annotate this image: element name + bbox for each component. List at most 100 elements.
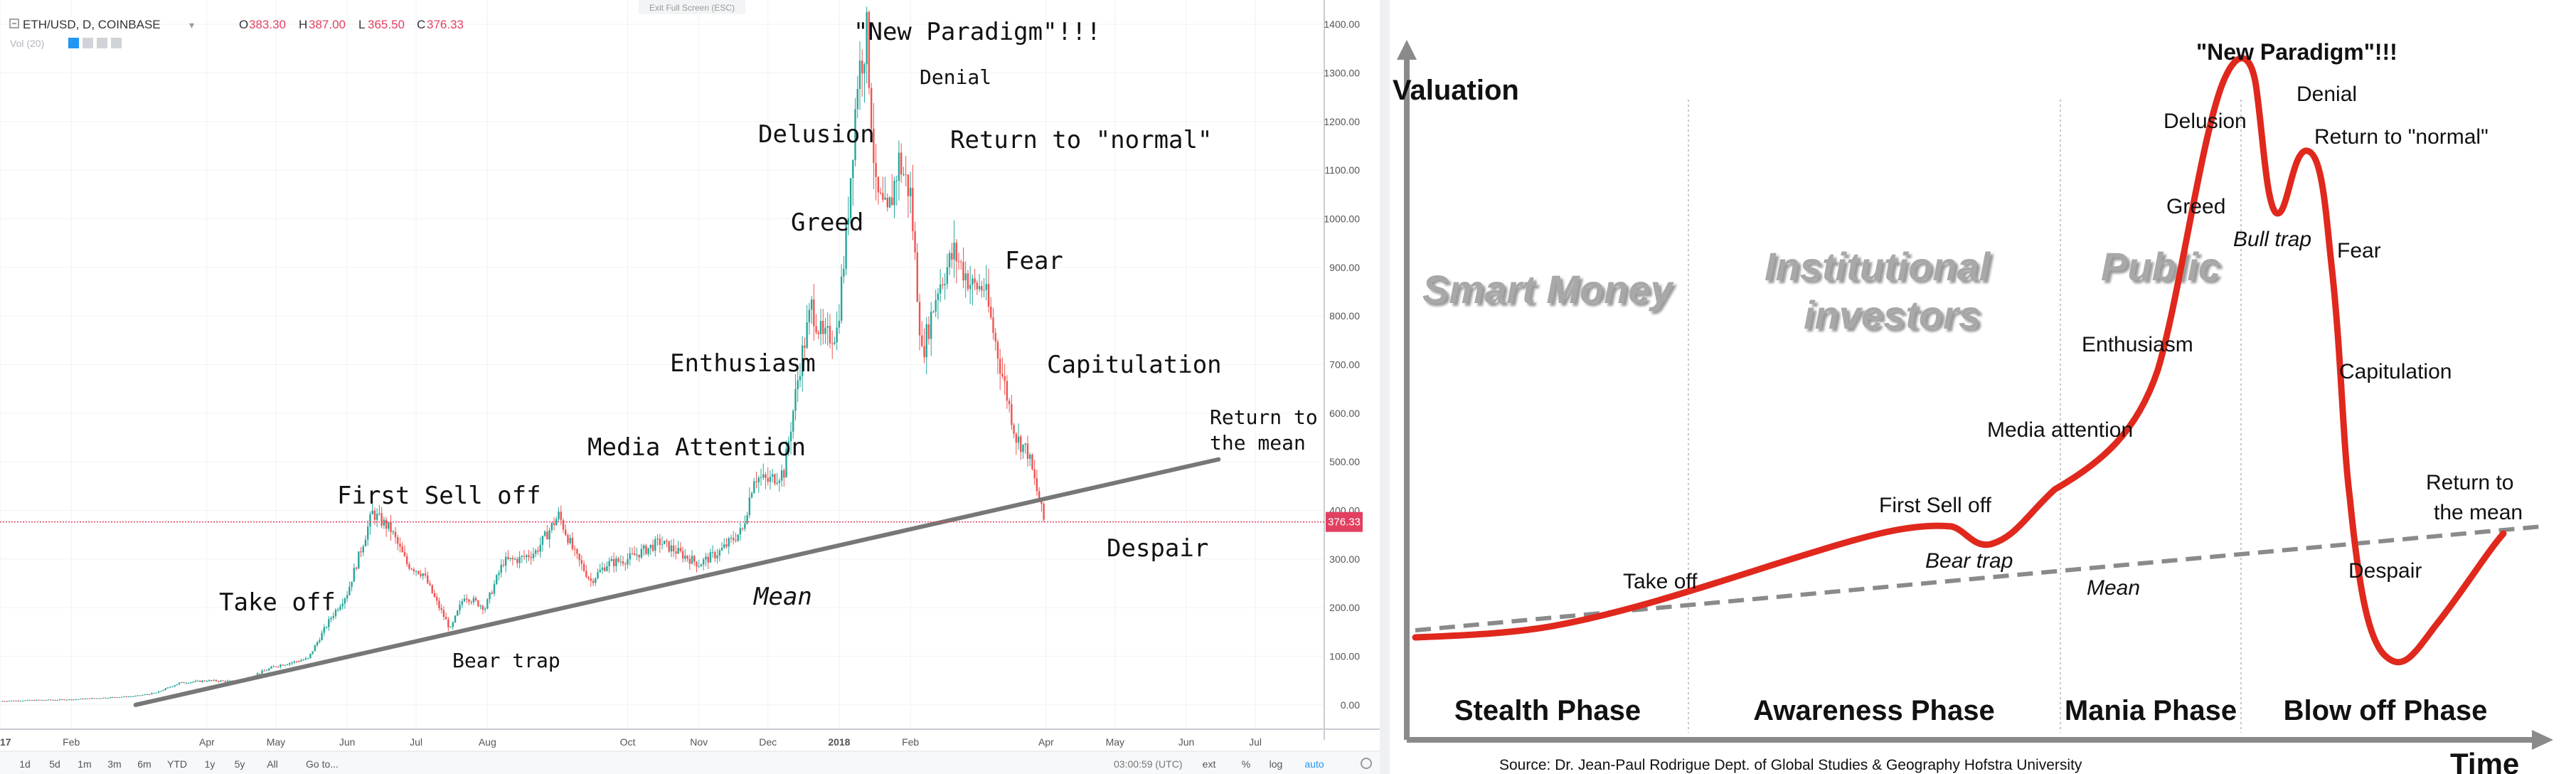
range-button[interactable]: 6m <box>137 758 151 770</box>
candle-body <box>923 346 925 358</box>
candle-body <box>261 670 263 674</box>
candle-body <box>513 558 516 560</box>
candle-body <box>196 680 199 682</box>
candle-body <box>367 526 369 540</box>
candle-body <box>946 267 949 285</box>
candle-body <box>608 561 610 567</box>
phase-mania: Mania Phase <box>2065 695 2237 726</box>
label-new-paradigm: "New Paradigm"!!! <box>853 18 1101 46</box>
more-icon[interactable] <box>111 38 122 48</box>
range-button[interactable]: 1d <box>19 758 31 770</box>
candle-body <box>263 670 265 672</box>
settings-icon[interactable] <box>83 38 93 48</box>
range-button[interactable]: 1m <box>78 758 91 770</box>
candle-body <box>461 601 463 605</box>
candle-body <box>330 617 332 620</box>
candle-body <box>206 681 208 682</box>
candle-body <box>592 580 595 583</box>
candle-body <box>587 577 590 579</box>
candle-body <box>573 548 576 550</box>
candle-body <box>385 519 388 529</box>
candle-body <box>325 627 328 628</box>
candle-body <box>24 700 26 701</box>
candle-body <box>541 536 544 545</box>
mean-line <box>1415 524 2543 632</box>
candle-body <box>792 410 794 432</box>
candle-body <box>526 555 528 557</box>
phase-stealth: Stealth Phase <box>1454 695 1641 726</box>
label-take-off: Take off <box>1623 570 1698 593</box>
bubble-curve <box>1412 55 2507 666</box>
candle-body <box>716 556 718 558</box>
candle-body <box>388 522 390 529</box>
label-bear-trap: Bear trap <box>452 649 560 672</box>
close-icon[interactable] <box>97 38 107 48</box>
candle-body <box>718 550 721 556</box>
price-tick-label: 700.00 <box>1329 359 1360 371</box>
candle-body <box>479 605 481 607</box>
candle-body <box>670 545 673 552</box>
candle-body <box>1001 373 1004 376</box>
scale-button[interactable]: % <box>1242 758 1250 770</box>
candle-body <box>728 538 730 547</box>
eye-icon[interactable] <box>68 38 79 48</box>
candle-body <box>771 474 774 477</box>
candle-body <box>969 285 972 290</box>
range-button[interactable]: 3m <box>107 758 121 770</box>
candle-body <box>321 632 323 641</box>
candle-body <box>597 572 599 578</box>
candle-body <box>565 529 567 535</box>
candle-body <box>516 558 518 563</box>
candle-body <box>870 88 873 129</box>
candle-body <box>679 548 682 551</box>
candle-body <box>164 688 166 691</box>
scale-button[interactable]: ext <box>1203 758 1216 770</box>
candle-body <box>953 243 955 260</box>
candle-body <box>270 667 272 669</box>
range-button[interactable]: 5d <box>49 758 60 770</box>
candle-body <box>528 555 530 558</box>
candle-body <box>142 694 144 696</box>
candle-body <box>804 345 806 348</box>
candle-body <box>410 568 413 570</box>
candle-body <box>334 610 337 616</box>
time-tick-label: May <box>1106 736 1124 748</box>
time-tick-label: Nov <box>690 736 708 748</box>
candle-body <box>1043 504 1045 520</box>
phase-separators <box>1688 100 2242 733</box>
candle-body <box>286 664 289 666</box>
gear-icon[interactable] <box>1361 758 1372 769</box>
bottom-toolbar: 03:00:59 (UTC) 1d 5d 1m 3m 6m YTD 1y 5y All Go to… <box>0 751 1380 774</box>
time-tick-label: Apr <box>199 736 215 748</box>
scale-button[interactable]: auto <box>1304 758 1324 770</box>
symbol-menu-icon[interactable]: ▾ <box>189 19 194 31</box>
range-button[interactable]: All <box>267 758 278 770</box>
candle-body <box>348 586 351 595</box>
label-return-to: Return to <box>2426 471 2513 494</box>
candle-body <box>861 60 863 74</box>
range-button[interactable]: YTD <box>167 758 187 770</box>
label-fear: Fear <box>1005 247 1063 275</box>
exit-full-screen-button[interactable] <box>639 0 745 14</box>
candle-body <box>684 556 686 559</box>
institutional-shadow: Institutional <box>1767 247 1994 292</box>
candle-body <box>1031 455 1033 470</box>
candle-body <box>898 152 900 181</box>
candle-body <box>877 176 880 193</box>
range-button[interactable]: 1y <box>205 758 215 770</box>
candle-body <box>146 694 149 695</box>
candle-body <box>466 598 468 600</box>
candle-body <box>801 345 804 376</box>
candle-body <box>693 556 696 562</box>
open-value: 383.30 <box>249 18 286 31</box>
range-button[interactable]: Go to... <box>306 758 339 770</box>
range-button[interactable]: 5y <box>235 758 245 770</box>
collapse-icon[interactable] <box>9 18 19 28</box>
candle-body <box>394 531 397 538</box>
candle-body <box>399 544 401 547</box>
candle-body <box>537 550 539 552</box>
scale-button[interactable]: log <box>1270 758 1283 770</box>
candle-body <box>463 598 466 602</box>
candle-body <box>819 321 822 334</box>
price-tick-label: 1100.00 <box>1324 164 1360 176</box>
